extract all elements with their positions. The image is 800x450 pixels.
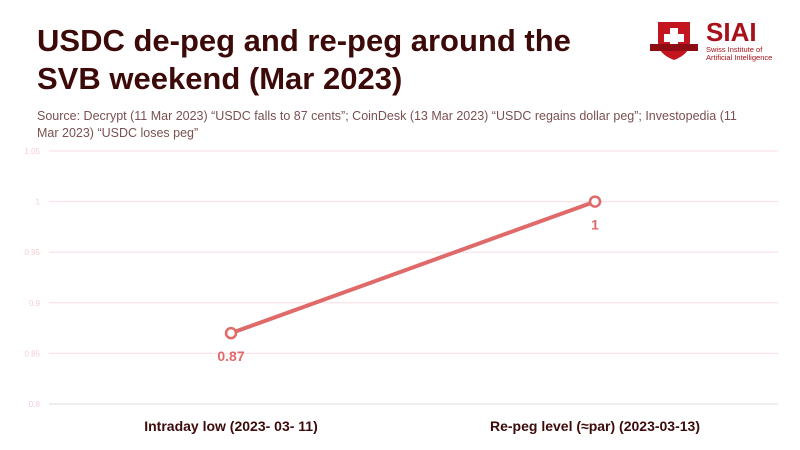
data-label: 0.87 [217,348,244,364]
logo-subtitle-1: Swiss Institute of [706,45,763,54]
logo-subtitle-2: Artificial Intelligence [706,53,773,62]
y-tick-label: 1 [36,198,41,207]
data-point [588,195,602,208]
source-note: Source: Decrypt (11 Mar 2023) “USDC fall… [37,109,737,140]
shield-icon [650,22,698,60]
y-tick-label: 1.05 [24,147,40,156]
x-tick-label: Intraday low (2023- 03- 11) [144,418,318,434]
series-line [230,199,596,336]
x-tick-label: Re-peg level (≈par) (2023-03-13) [490,418,700,434]
chart-title: USDC de-peg and re-peg around the SVB we… [37,23,571,96]
y-tick-label: 0.85 [24,349,40,358]
logo-name: SIAI [706,17,757,47]
y-tick-label: 0.95 [24,248,40,257]
data-point [224,326,238,340]
siai-logo: SIAI Swiss Institute of Artificial Intell… [648,18,788,62]
y-tick-label: 0.9 [29,299,41,308]
y-tick-label: 0.8 [29,400,41,409]
logo-subtitle: Swiss Institute of Artificial Intelligenc… [706,46,772,62]
data-label: 1 [591,217,599,233]
